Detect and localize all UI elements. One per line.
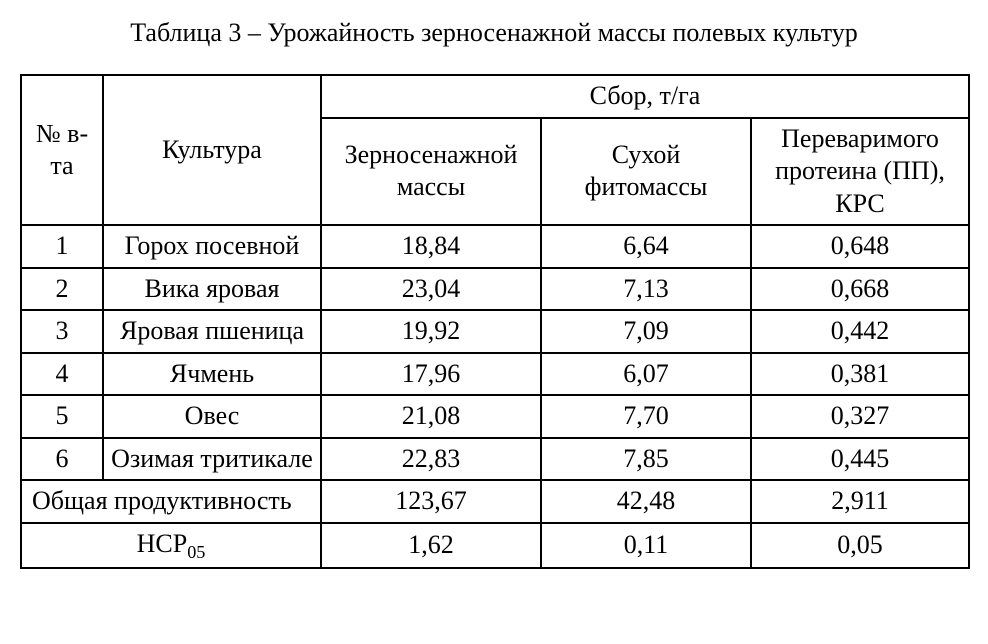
cell-v3: 0,442	[751, 310, 969, 353]
header-sub-1: Зерносенажной массы	[321, 118, 541, 226]
yield-table: № в-та Культура Сбор, т/га Зерносенажной…	[20, 74, 970, 569]
footer-label: НСР05	[21, 523, 321, 569]
cell-culture: Яровая пшеница	[103, 310, 321, 353]
cell-v1: 17,96	[321, 353, 541, 396]
cell-culture: Горох посевной	[103, 225, 321, 268]
footer-v1: 123,67	[321, 480, 541, 523]
header-sub-2: Сухой фитомассы	[541, 118, 751, 226]
table-row: 5Овес21,087,700,327	[21, 395, 969, 438]
cell-v1: 18,84	[321, 225, 541, 268]
cell-culture: Овес	[103, 395, 321, 438]
cell-culture: Ячмень	[103, 353, 321, 396]
cell-v1: 23,04	[321, 268, 541, 311]
table-row: 2Вика яровая23,047,130,668	[21, 268, 969, 311]
cell-culture: Озимая тритикале	[103, 438, 321, 481]
cell-num: 1	[21, 225, 103, 268]
footer-v1: 1,62	[321, 523, 541, 569]
cell-v2: 7,13	[541, 268, 751, 311]
cell-num: 6	[21, 438, 103, 481]
cell-v3: 0,445	[751, 438, 969, 481]
cell-v3: 0,381	[751, 353, 969, 396]
footer-v2: 42,48	[541, 480, 751, 523]
cell-v3: 0,327	[751, 395, 969, 438]
table-caption: Таблица 3 – Урожайность зерносенажной ма…	[20, 18, 968, 48]
header-sub-3: Переваримого протеина (ПП), КРС	[751, 118, 969, 226]
cell-num: 4	[21, 353, 103, 396]
cell-culture: Вика яровая	[103, 268, 321, 311]
cell-v2: 6,07	[541, 353, 751, 396]
footer-v2: 0,11	[541, 523, 751, 569]
table-row: 4Ячмень17,966,070,381	[21, 353, 969, 396]
table-header-row-1: № в-та Культура Сбор, т/га	[21, 75, 969, 118]
cell-v1: 21,08	[321, 395, 541, 438]
cell-v2: 7,09	[541, 310, 751, 353]
cell-v1: 19,92	[321, 310, 541, 353]
cell-v2: 7,70	[541, 395, 751, 438]
cell-v2: 6,64	[541, 225, 751, 268]
cell-v3: 0,648	[751, 225, 969, 268]
footer-v3: 0,05	[751, 523, 969, 569]
table-footer-row: НСР051,620,110,05	[21, 523, 969, 569]
footer-v3: 2,911	[751, 480, 969, 523]
cell-v2: 7,85	[541, 438, 751, 481]
table-footer-row: Общая продуктивность123,6742,482,911	[21, 480, 969, 523]
footer-label: Общая продуктивность	[21, 480, 321, 523]
header-num: № в-та	[21, 75, 103, 225]
header-group: Сбор, т/га	[321, 75, 969, 118]
table-body: 1Горох посевной18,846,640,6482Вика ярова…	[21, 225, 969, 568]
cell-num: 5	[21, 395, 103, 438]
cell-v1: 22,83	[321, 438, 541, 481]
table-row: 3Яровая пшеница19,927,090,442	[21, 310, 969, 353]
header-culture: Культура	[103, 75, 321, 225]
table-row: 1Горох посевной18,846,640,648	[21, 225, 969, 268]
cell-v3: 0,668	[751, 268, 969, 311]
cell-num: 3	[21, 310, 103, 353]
cell-num: 2	[21, 268, 103, 311]
table-row: 6Озимая тритикале22,837,850,445	[21, 438, 969, 481]
